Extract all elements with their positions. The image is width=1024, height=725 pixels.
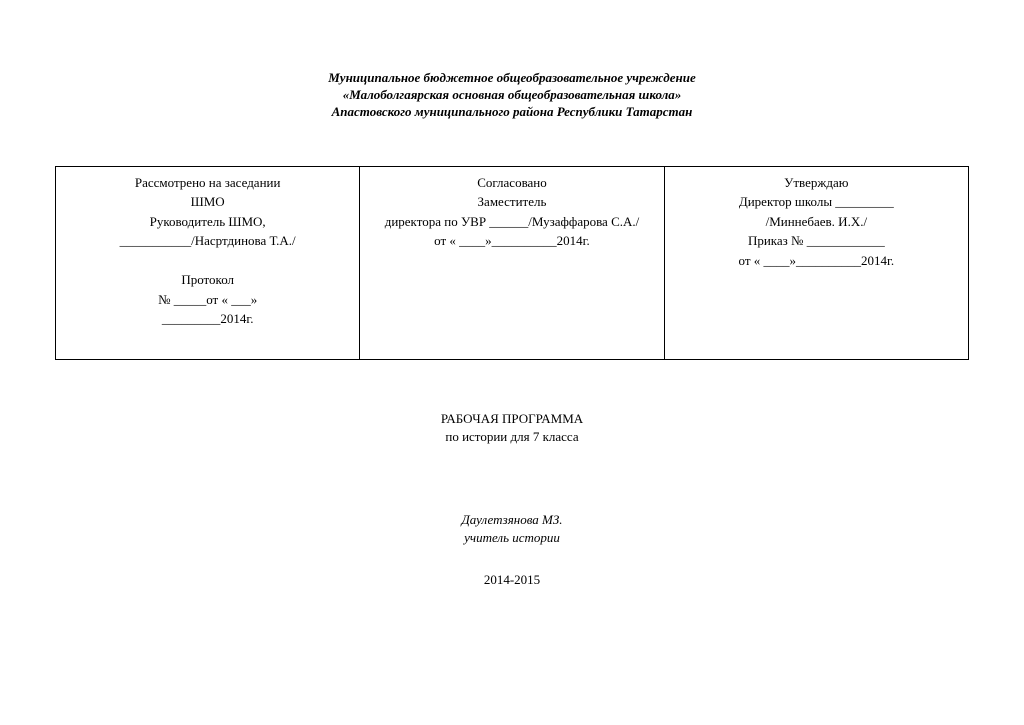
academic-year: 2014-2015 <box>55 572 969 588</box>
cell-line: от « ____»__________2014г. <box>675 251 958 271</box>
author-role: учитель истории <box>55 529 969 547</box>
author-name: Даулетзянова МЗ. <box>55 511 969 529</box>
cell-line: Директор школы _________ <box>675 192 958 212</box>
cell-line: Согласовано <box>370 173 653 193</box>
header-line-3: Апастовского муниципального района Респу… <box>55 104 969 121</box>
cell-line: Рассмотрено на заседании <box>66 173 349 193</box>
program-title: РАБОЧАЯ ПРОГРАММА <box>55 410 969 428</box>
approval-cell-agreed: Согласовано Заместитель директора по УВР… <box>360 166 664 359</box>
cell-line: ШМО <box>66 192 349 212</box>
cell-line: ___________/Насртдинова Т.А./ <box>66 231 349 251</box>
cell-line: /Миннебаев. И.Х./ <box>675 212 958 232</box>
cell-line: № _____от « ___» <box>66 290 349 310</box>
cell-line: Утверждаю <box>675 173 958 193</box>
cell-line <box>66 251 349 271</box>
table-row: Рассмотрено на заседании ШМО Руководител… <box>56 166 969 359</box>
program-title-block: РАБОЧАЯ ПРОГРАММА по истории для 7 класс… <box>55 410 969 446</box>
author-block: Даулетзянова МЗ. учитель истории <box>55 511 969 547</box>
cell-line: Приказ № ____________ <box>675 231 958 251</box>
header-line-1: Муниципальное бюджетное общеобразователь… <box>55 70 969 87</box>
approval-table: Рассмотрено на заседании ШМО Руководител… <box>55 166 969 360</box>
approval-cell-approved: Утверждаю Директор школы _________ /Минн… <box>664 166 968 359</box>
document-page: Муниципальное бюджетное общеобразователь… <box>0 0 1024 588</box>
cell-line: _________2014г. <box>66 309 349 329</box>
approval-cell-reviewed: Рассмотрено на заседании ШМО Руководител… <box>56 166 360 359</box>
program-subtitle: по истории для 7 класса <box>55 428 969 446</box>
cell-line: Заместитель <box>370 192 653 212</box>
cell-line: директора по УВР ______/Музаффарова С.А.… <box>370 212 653 232</box>
header-line-2: «Малоболгаярская основная общеобразовате… <box>55 87 969 104</box>
cell-line: от « ____»__________2014г. <box>370 231 653 251</box>
cell-line: Руководитель ШМО, <box>66 212 349 232</box>
institution-header: Муниципальное бюджетное общеобразователь… <box>55 70 969 121</box>
cell-line: Протокол <box>66 270 349 290</box>
